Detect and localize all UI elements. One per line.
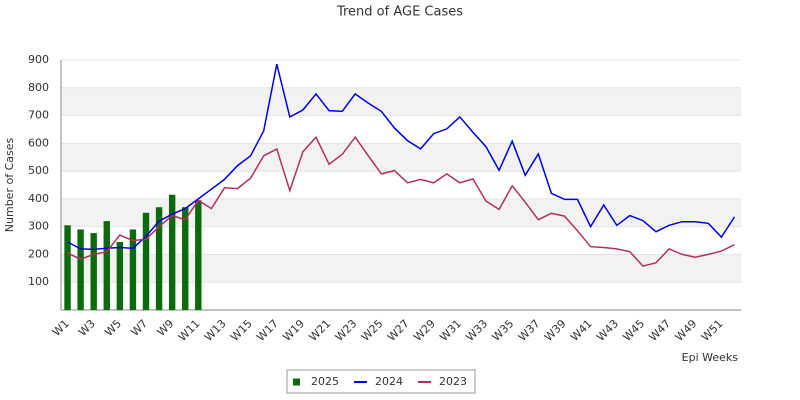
y-tick-label: 400	[28, 192, 49, 205]
bar	[90, 233, 97, 310]
y-tick-label: 500	[28, 164, 49, 177]
y-tick-label: 300	[28, 220, 49, 233]
x-tick-label: W21	[307, 317, 334, 344]
y-tick-label: 600	[28, 136, 49, 149]
x-tick-label: W49	[673, 317, 700, 344]
bar	[142, 212, 150, 310]
y-tick-label: 100	[28, 275, 49, 288]
grid-band	[61, 254, 741, 283]
x-tick-label: W17	[254, 317, 281, 344]
bar	[155, 207, 163, 310]
x-tick-label: W15	[228, 317, 255, 344]
x-axis-label: Epi Weeks	[682, 351, 739, 364]
x-tick-label: W25	[359, 317, 386, 344]
y-tick-label: 700	[28, 109, 49, 122]
x-tick-label: W1	[50, 317, 72, 339]
bar	[168, 194, 176, 310]
bar	[195, 200, 202, 310]
x-tick-label: W9	[155, 317, 177, 339]
x-tick-label: W7	[128, 317, 150, 339]
line	[67, 64, 736, 251]
x-tick-label: W29	[411, 317, 438, 344]
y-tick-label: 200	[28, 247, 49, 260]
x-tick-label: W31	[437, 317, 464, 344]
bar	[103, 221, 110, 310]
chart-title: Trend of AGE Cases	[336, 5, 463, 20]
x-tick-label: W23	[333, 317, 360, 344]
x-tick-label: W27	[385, 317, 412, 344]
x-tick-label: W33	[463, 317, 490, 344]
legend-label: 2024	[375, 375, 403, 388]
x-tick-label: W13	[202, 317, 229, 344]
legend-box	[286, 369, 476, 394]
bar	[129, 229, 137, 310]
x-tick-label: W3	[76, 317, 98, 339]
x-tick-label: W11	[176, 317, 203, 344]
y-tick-label: 800	[28, 81, 49, 94]
x-tick-label: W5	[102, 317, 124, 339]
bar	[182, 207, 189, 310]
legend-label: 2023	[439, 375, 467, 388]
grid-band	[61, 87, 741, 116]
x-tick-label: W45	[620, 317, 647, 344]
x-tick-label: W35	[490, 317, 517, 344]
grid-band	[61, 143, 741, 172]
line	[67, 135, 735, 267]
bar	[77, 229, 84, 310]
x-tick-label: W47	[647, 317, 674, 344]
x-tick-label: W41	[568, 317, 595, 344]
x-tick-label: W51	[699, 317, 726, 344]
y-tick-label: 900	[28, 53, 49, 66]
y-axis-label: Number of Cases	[3, 138, 16, 233]
legend-swatch	[293, 378, 300, 386]
x-tick-label: W37	[516, 317, 543, 344]
legend-label: 2025	[311, 375, 339, 388]
x-tick-label: W39	[542, 317, 569, 344]
x-tick-label: W43	[594, 317, 621, 344]
bar	[64, 225, 71, 310]
bar	[116, 241, 124, 310]
x-tick-label: W19	[280, 317, 307, 344]
